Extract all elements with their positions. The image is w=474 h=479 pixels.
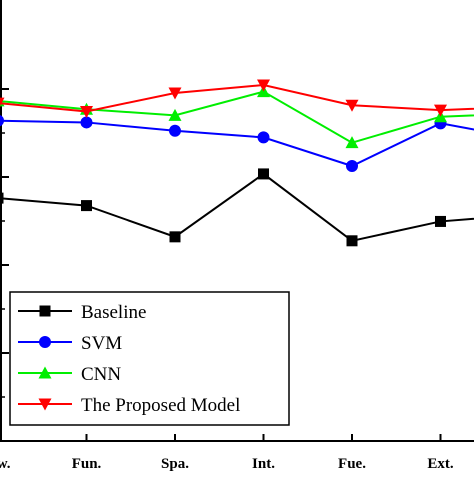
data-point-baseline-w (0, 192, 4, 204)
data-point-baseline-int (258, 168, 269, 180)
series-line-baseline (0, 172, 474, 242)
data-point-svm-fun (80, 116, 93, 129)
data-point-baseline-fue (346, 235, 358, 247)
x-tick-labels: ...w. Fun. Spa. Int. Fue. Ext. (0, 456, 454, 472)
data-point-the-proposed-model-fun (80, 105, 93, 118)
data-point-the-proposed-model-w (0, 97, 5, 106)
series-cnn (0, 85, 474, 149)
legend-item-cnn: CNN (18, 364, 121, 385)
data-point-svm-w (0, 115, 4, 127)
series-the-proposed-model (0, 79, 474, 118)
data-point-cnn-spa (168, 108, 182, 121)
data-point-the-proposed-model-fue (345, 99, 359, 112)
data-point-baseline-ext (435, 215, 446, 227)
data-point-the-proposed-model-ext (434, 104, 447, 117)
legend-marker-baseline (39, 305, 51, 317)
x-tick-label-fun: Fun. (72, 456, 102, 472)
data-point-svm-int (257, 131, 270, 144)
series-layer (0, 79, 474, 247)
legend: Baseline SVM CNN The Proposed Model (9, 291, 290, 426)
x-tick-label-spa: Spa. (161, 456, 189, 472)
legend-box (9, 291, 290, 426)
data-point-the-proposed-model-int (257, 79, 270, 92)
data-point-cnn-fue (345, 136, 359, 149)
legend-marker-the-proposed-model (38, 398, 52, 411)
legend-marker-svm (39, 336, 51, 348)
series-baseline (0, 168, 474, 247)
x-tick-label-ext: Ext. (427, 456, 454, 472)
legend-label-the-proposed-model: The Proposed Model (81, 395, 240, 416)
legend-item-svm: SVM (18, 333, 122, 354)
data-point-baseline-fun (81, 200, 92, 212)
legend-label-svm: SVM (81, 333, 122, 354)
legend-item-baseline: Baseline (18, 302, 146, 323)
legend-label-baseline: Baseline (81, 302, 146, 323)
legend-item-the-proposed-model: The Proposed Model (18, 395, 240, 416)
legend-marker-cnn (38, 366, 52, 379)
series-svm (0, 115, 474, 172)
x-tick-label-fue: Fue. (338, 456, 366, 472)
x-tick-label-int: Int. (252, 456, 275, 472)
legend-label-cnn: CNN (81, 364, 121, 385)
x-tick-label-w: ...w. (0, 456, 11, 472)
data-point-baseline-spa (169, 231, 181, 243)
data-point-svm-spa (169, 124, 181, 137)
axes (0, 0, 474, 442)
data-point-svm-fue (346, 160, 358, 172)
data-point-the-proposed-model-spa (168, 87, 182, 100)
